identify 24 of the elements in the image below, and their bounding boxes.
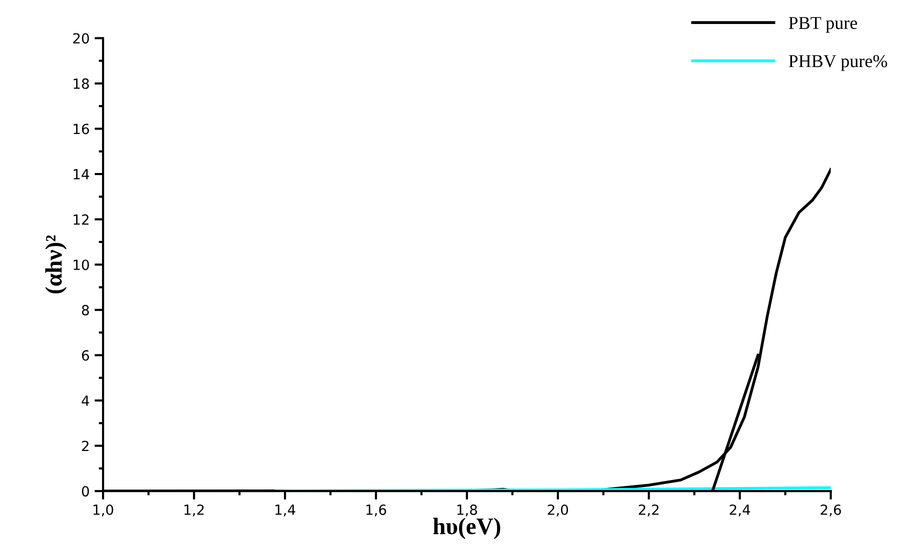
y-tick-label: 16 [74, 124, 89, 134]
y-tick-label: 8 [82, 304, 89, 316]
y-tick-label: 10 [74, 260, 89, 270]
y-tick-label: 6 [82, 350, 89, 361]
x-tick-label: 2,6 [820, 504, 841, 516]
x-tick-label: 1,4 [275, 504, 296, 516]
y-tick-label: 18 [74, 78, 89, 89]
legend-label: PHBV pure% [788, 55, 888, 71]
y-tick-label: 2 [82, 440, 88, 452]
y-tick-label: 20 [73, 33, 89, 44]
x-tick-label: 2,4 [730, 504, 750, 516]
x-tick-label: 1,2 [184, 504, 204, 516]
x-tick-label: 1,6 [366, 504, 386, 516]
x-tick-label: 1,0 [94, 504, 114, 516]
x-axis-title: hυ(eV) [433, 518, 500, 540]
y-tick-label: 4 [82, 396, 90, 406]
y-tick-label: 12 [74, 214, 88, 225]
y-tick-label: 14 [74, 169, 90, 180]
x-tick-label: 1,8 [457, 504, 478, 516]
y-tick-label: 0 [82, 486, 89, 497]
x-tick-label: 2,2 [638, 504, 658, 516]
legend-label: PBT pure [788, 17, 858, 33]
y-axis-title: (αhν)² [45, 235, 67, 294]
x-tick-label: 2,0 [548, 504, 568, 516]
